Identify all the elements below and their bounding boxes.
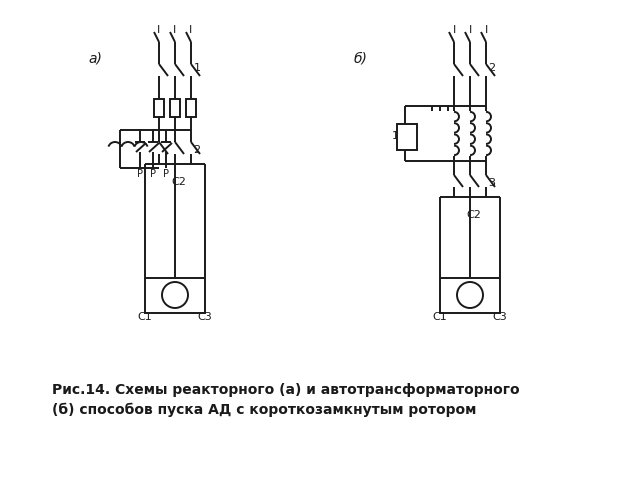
Bar (397, 124, 417, 150)
Bar (170, 99, 180, 117)
Text: 3: 3 (488, 178, 495, 188)
Bar (154, 99, 164, 117)
Text: Р: Р (163, 169, 169, 179)
Text: С2: С2 (172, 177, 186, 187)
Text: (б) способов пуска АД с короткозамкнутым ротором: (б) способов пуска АД с короткозамкнутым… (52, 403, 476, 417)
Text: С2: С2 (467, 210, 481, 220)
Bar (440, 277, 500, 312)
Text: I: I (484, 25, 488, 35)
Text: С1: С1 (138, 312, 152, 322)
Text: 2: 2 (488, 63, 495, 73)
Text: I: I (468, 25, 472, 35)
Text: Рис.14. Схемы реакторного (а) и автотрансформаторного: Рис.14. Схемы реакторного (а) и автотран… (52, 383, 520, 397)
Text: I: I (173, 25, 177, 35)
Text: 2: 2 (193, 145, 200, 155)
Text: 1: 1 (392, 131, 399, 141)
Text: I: I (157, 25, 161, 35)
Text: 1: 1 (193, 63, 200, 73)
Text: Р: Р (137, 169, 143, 179)
Bar (145, 277, 205, 312)
Text: Р: Р (150, 169, 156, 179)
Text: I: I (189, 25, 193, 35)
Text: а): а) (88, 51, 102, 65)
Text: С1: С1 (433, 312, 447, 322)
Text: I: I (452, 25, 456, 35)
Text: б): б) (353, 51, 367, 65)
Text: С3: С3 (493, 312, 508, 322)
Bar (186, 99, 196, 117)
Text: С3: С3 (198, 312, 212, 322)
